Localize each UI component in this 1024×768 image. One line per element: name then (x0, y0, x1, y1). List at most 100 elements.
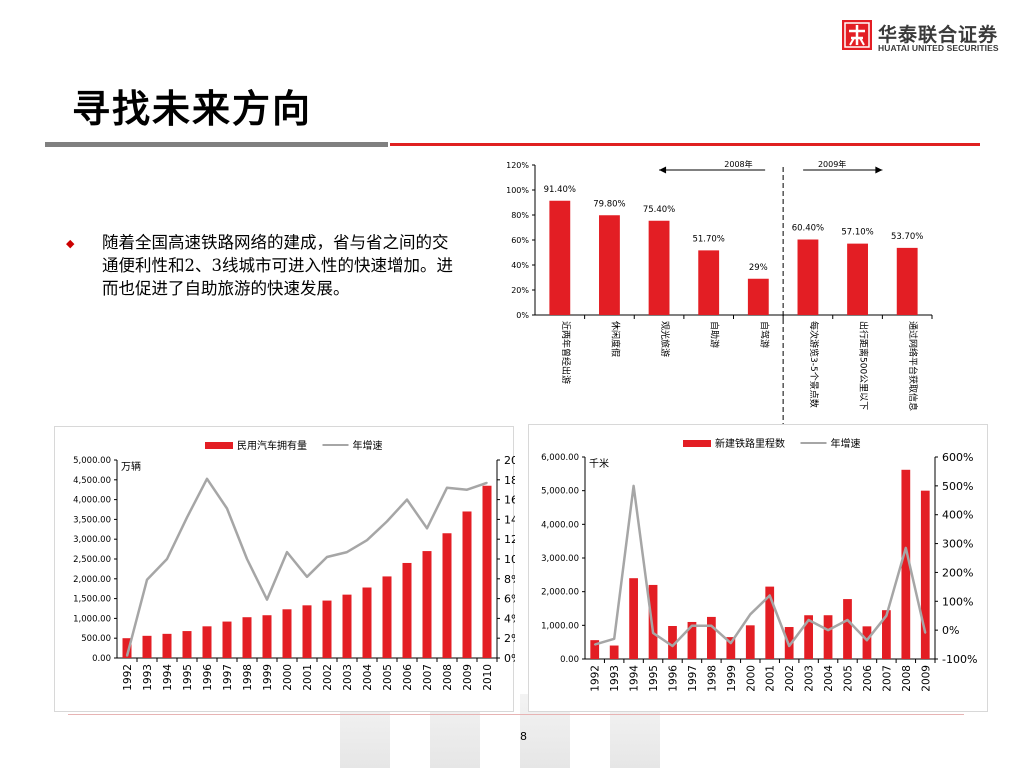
growth-point (366, 539, 368, 541)
growth-point (749, 613, 752, 616)
legend-line-label: 年增速 (353, 439, 383, 452)
bar (262, 615, 272, 658)
bar (920, 490, 930, 659)
bar (648, 220, 670, 315)
legend-bar-swatch (683, 440, 711, 447)
bar (202, 626, 212, 658)
growth-line (594, 484, 927, 648)
left-tick-label: 1,000.00 (541, 621, 579, 631)
growth-point (226, 507, 228, 510)
growth-point (186, 516, 188, 519)
x-tick-label: 1995 (648, 665, 660, 692)
bar (797, 239, 819, 315)
y-tick-label: 120% (506, 161, 529, 170)
data-label: 60.40% (792, 224, 824, 234)
page-number: 8 (520, 730, 527, 743)
bar (282, 609, 292, 658)
x-tick-label: 1999 (262, 664, 274, 691)
title-rule-red (390, 143, 980, 146)
growth-point (730, 642, 732, 644)
data-label: 57.10% (841, 228, 873, 238)
x-tick-label: 1997 (687, 665, 699, 692)
x-tick-label: 2003 (804, 665, 816, 692)
growth-point (486, 481, 488, 484)
growth-point (126, 655, 128, 657)
bar (482, 485, 492, 658)
growth-point (807, 619, 810, 621)
right-tick-label: 0% (942, 624, 959, 637)
x-tick-label: 2004 (362, 664, 374, 691)
legend-line-label: 年增速 (831, 437, 861, 450)
left-tick-label: 0.00 (92, 654, 111, 664)
logo-name-en: HUATAI UNITED SECURITIES (878, 43, 999, 53)
x-tick-label: 1994 (162, 664, 174, 691)
annotation-2009: 2009年 (818, 159, 846, 169)
right-tick-label: 6% (504, 593, 515, 606)
right-tick-label: 14% (504, 513, 515, 526)
x-tick-label: 2008 (901, 665, 913, 692)
growth-point (246, 558, 248, 560)
growth-point (466, 488, 468, 491)
growth-point (827, 629, 829, 631)
right-tick-label: 10% (504, 553, 515, 566)
arrow-2008-head (659, 166, 667, 174)
x-tick-label: 2001 (765, 665, 777, 692)
right-tick-label: 300% (942, 538, 973, 551)
logo-name-cn: 华泰联合证券 (878, 24, 999, 46)
title-rule-grey (45, 142, 388, 147)
x-tick-label: 2007 (881, 665, 893, 692)
bar (222, 621, 232, 658)
category-label: 自助游 (709, 321, 721, 348)
x-tick-label: 1995 (182, 664, 194, 691)
category-label: 休闲度假 (609, 321, 621, 357)
growth-point (846, 619, 849, 621)
bar (804, 615, 813, 659)
data-label: 29% (749, 263, 768, 273)
bar (648, 584, 658, 659)
growth-point (866, 639, 868, 642)
category-label: 自驾游 (758, 321, 770, 348)
bar (765, 586, 775, 659)
x-tick-label: 2000 (282, 664, 294, 691)
x-tick-label: 1996 (202, 664, 214, 691)
left-tick-label: 2,500.00 (73, 555, 111, 565)
x-tick-label: 2009 (920, 665, 932, 692)
growth-point (613, 638, 615, 640)
growth-point (166, 558, 168, 560)
left-tick-label: 3,500.00 (73, 515, 111, 525)
right-tick-label: 2% (504, 632, 515, 645)
x-tick-label: 1993 (609, 665, 621, 692)
growth-point (593, 643, 596, 646)
y-tick-label: 0% (516, 311, 529, 320)
growth-point (768, 594, 771, 597)
growth-point (905, 547, 907, 549)
left-tick-label: 4,000.00 (541, 520, 579, 530)
growth-point (632, 485, 635, 487)
x-tick-label: 2001 (302, 664, 314, 691)
growth-point (924, 632, 927, 634)
x-tick-label: 2005 (382, 664, 394, 691)
x-tick-label: 1998 (706, 665, 718, 692)
bar (122, 638, 132, 658)
x-tick-label: 1999 (726, 665, 738, 692)
x-tick-label: 2003 (342, 664, 354, 691)
y-tick-label: 40% (511, 261, 529, 270)
bar (726, 637, 736, 659)
growth-point (710, 625, 713, 627)
bar (687, 621, 697, 659)
right-tick-label: 600% (942, 451, 973, 464)
growth-point (386, 520, 388, 523)
left-tick-label: 500.00 (81, 634, 111, 644)
growth-point (691, 625, 693, 627)
footer-rule (68, 714, 964, 715)
growth-point (788, 645, 790, 647)
data-label: 79.80% (593, 199, 625, 209)
growth-point (406, 498, 408, 501)
growth-point (671, 645, 674, 647)
bar (590, 640, 600, 659)
left-tick-label: 2,000.00 (541, 588, 579, 598)
bar (362, 587, 372, 658)
bullet-text: 随着全国高速铁路网络的建成，省与省之间的交通便利性和2、3线城市可进入性的快速增… (102, 233, 453, 298)
right-tick-label: 18% (504, 474, 515, 487)
